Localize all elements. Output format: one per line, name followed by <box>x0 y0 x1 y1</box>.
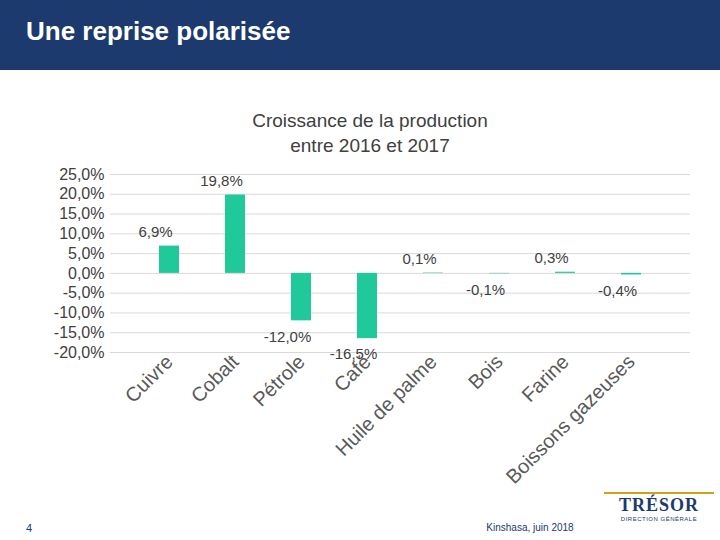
html-text:Une reprise polarisée: Une reprise polarisée <box>26 16 291 46</box>
svg-text:Cuivre: Cuivre <box>120 350 176 406</box>
svg-text:0,0%: 0,0% <box>68 265 104 282</box>
svg-text:-20,0%: -20,0% <box>54 344 105 361</box>
svg-text:10,0%: 10,0% <box>59 225 104 242</box>
svg-text:Café: Café <box>329 350 375 396</box>
svg-text:0,1%: 0,1% <box>402 250 436 267</box>
svg-text:-0,1%: -0,1% <box>466 281 505 298</box>
svg-text:-12,0%: -12,0% <box>264 328 312 345</box>
svg-text:Boissons gazeuses: Boissons gazeuses <box>501 350 638 487</box>
svg-text:Huile de palme: Huile de palme <box>331 350 441 460</box>
html-text:Kinshasa, juin 2018: Kinshasa, juin 2018 <box>486 522 574 533</box>
svg-text:-0,4%: -0,4% <box>598 282 637 299</box>
svg-text:Cobalt: Cobalt <box>186 350 243 407</box>
svg-text:15,0%: 15,0% <box>59 205 104 222</box>
svg-text:6,9%: 6,9% <box>138 223 172 240</box>
svg-text:5,0%: 5,0% <box>68 245 104 262</box>
svg-text:Pétrole: Pétrole <box>248 350 308 410</box>
svg-text:25,0%: 25,0% <box>59 166 104 183</box>
svg-text:-16,5%: -16,5% <box>330 345 378 362</box>
svg-text:-15,0%: -15,0% <box>54 324 105 341</box>
svg-text:0,3%: 0,3% <box>534 249 568 266</box>
html-text:TRÉSOR: TRÉSOR <box>619 495 699 515</box>
html-text:Croissance de la production: Croissance de la production <box>252 110 488 131</box>
html-text:entre 2016 et 2017: entre 2016 et 2017 <box>290 135 450 156</box>
html-text:4: 4 <box>26 522 33 534</box>
html-text:DIRECTION GÉNÉRALE: DIRECTION GÉNÉRALE <box>620 516 698 522</box>
svg-text:Bois: Bois <box>464 350 507 393</box>
svg-text:-5,0%: -5,0% <box>63 284 105 301</box>
svg-text:-10,0%: -10,0% <box>54 304 105 321</box>
svg-text:20,0%: 20,0% <box>59 185 104 202</box>
svg-text:19,8%: 19,8% <box>200 172 243 189</box>
svg-text:Farine: Farine <box>517 350 573 406</box>
